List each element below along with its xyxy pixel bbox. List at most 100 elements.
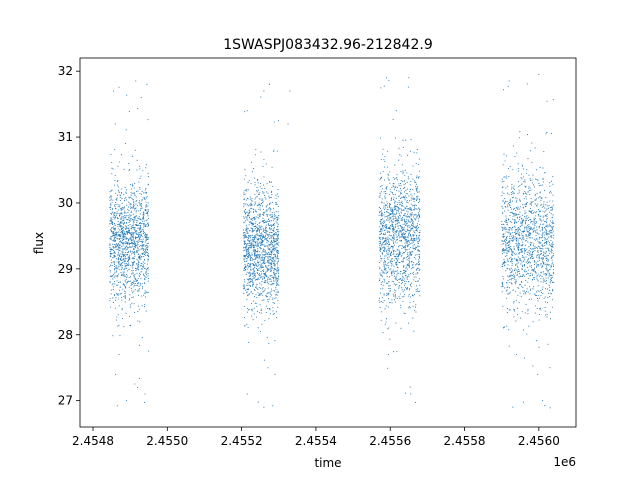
data-point	[273, 239, 275, 241]
data-point	[266, 237, 268, 239]
data-point	[383, 267, 386, 269]
data-point	[519, 206, 521, 208]
data-point	[243, 217, 245, 219]
data-point	[385, 204, 387, 207]
data-point	[123, 212, 125, 214]
data-point	[263, 229, 265, 231]
data-point	[115, 207, 117, 210]
data-point	[118, 324, 120, 326]
data-point	[539, 166, 541, 169]
data-point	[144, 293, 146, 295]
data-point	[415, 276, 417, 278]
data-point	[133, 290, 135, 292]
data-point	[379, 221, 381, 223]
data-point	[127, 233, 129, 235]
data-point	[271, 211, 273, 214]
data-point	[533, 227, 535, 230]
data-point	[277, 260, 280, 262]
data-point	[532, 229, 534, 231]
data-point	[525, 256, 527, 258]
data-point	[133, 242, 136, 244]
data-point	[414, 208, 416, 210]
data-point	[383, 281, 385, 283]
data-point	[414, 254, 417, 256]
data-point	[546, 313, 548, 315]
data-point	[414, 232, 416, 234]
data-point	[250, 227, 252, 229]
data-point	[404, 248, 406, 250]
data-point	[418, 263, 421, 265]
data-point	[253, 217, 255, 219]
data-point	[141, 305, 143, 307]
data-point	[520, 251, 522, 254]
data-point	[380, 87, 382, 89]
data-point	[400, 185, 402, 187]
data-point	[552, 226, 554, 228]
data-point	[552, 268, 555, 270]
data-point	[257, 401, 259, 403]
data-point	[398, 222, 400, 224]
data-point	[118, 263, 120, 265]
data-point	[124, 275, 126, 277]
data-point	[140, 278, 142, 280]
data-point	[393, 214, 395, 216]
data-point	[250, 278, 252, 280]
data-point	[386, 295, 388, 297]
data-point	[396, 258, 398, 260]
data-point	[147, 210, 149, 212]
data-point	[400, 203, 402, 205]
data-point	[112, 245, 114, 247]
data-point	[259, 292, 261, 294]
data-point	[243, 222, 245, 224]
data-point	[109, 244, 111, 246]
data-point	[403, 220, 405, 222]
data-point	[548, 264, 550, 266]
data-point	[520, 248, 522, 250]
data-point	[267, 213, 269, 216]
data-point	[257, 243, 259, 245]
data-point	[262, 276, 264, 278]
data-point	[416, 208, 418, 210]
data-point	[124, 258, 126, 260]
data-point	[119, 199, 121, 202]
data-point	[419, 224, 421, 226]
data-point	[140, 226, 142, 229]
data-point	[264, 187, 266, 189]
data-point	[245, 251, 247, 253]
data-point	[274, 275, 276, 277]
data-point	[401, 233, 403, 235]
data-point	[142, 233, 144, 235]
data-point	[389, 224, 391, 227]
data-point	[508, 287, 511, 289]
data-point	[540, 271, 542, 273]
data-point	[143, 220, 145, 222]
data-point	[546, 217, 548, 220]
data-point	[122, 216, 124, 218]
data-point	[114, 218, 116, 220]
data-point	[247, 294, 249, 296]
data-point	[141, 247, 144, 249]
data-point	[112, 222, 114, 224]
data-point	[260, 233, 262, 235]
data-point	[419, 295, 421, 297]
data-point	[121, 237, 123, 239]
data-point	[263, 299, 265, 301]
data-point	[137, 244, 139, 246]
data-point	[388, 294, 390, 296]
data-point	[271, 214, 273, 216]
data-point	[385, 187, 387, 189]
data-point	[118, 191, 121, 193]
data-point	[145, 291, 148, 293]
data-point	[255, 216, 257, 218]
data-point	[414, 248, 416, 250]
data-point	[275, 291, 277, 293]
data-point	[408, 224, 410, 226]
data-point	[115, 258, 117, 260]
data-point	[533, 257, 535, 259]
data-point	[124, 243, 126, 245]
data-point	[110, 248, 112, 250]
data-point	[277, 271, 279, 273]
data-point	[132, 262, 134, 264]
data-point	[113, 257, 115, 259]
data-point	[548, 223, 550, 225]
